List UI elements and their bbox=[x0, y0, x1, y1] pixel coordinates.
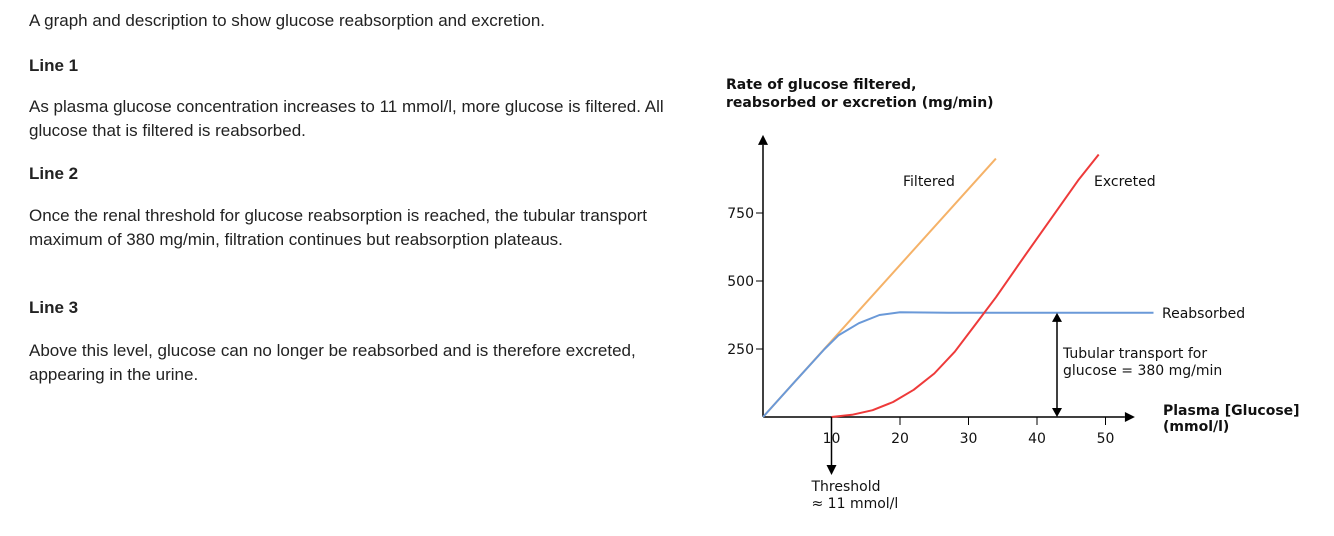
transport-arrow-down bbox=[1052, 408, 1062, 417]
y-tick-label: 250 bbox=[727, 342, 754, 358]
line-3-text: Above this level, glucose can no longer … bbox=[29, 341, 636, 384]
line-1-text: As plasma glucose concentration increase… bbox=[29, 97, 664, 140]
y-axis-arrow bbox=[758, 134, 768, 145]
series-label-filtered: Filtered bbox=[903, 174, 955, 190]
x-axis-arrow bbox=[1124, 412, 1135, 422]
threshold-label: Threshold bbox=[811, 479, 881, 495]
transport-value: glucose = 380 mg/min bbox=[1063, 363, 1222, 379]
intro-text: A graph and description to show glucose … bbox=[29, 11, 545, 30]
x-tick-label: 20 bbox=[891, 431, 909, 447]
threshold-arrow bbox=[826, 465, 837, 475]
x-axis-label-line-2: (mmol/l) bbox=[1163, 419, 1229, 435]
series-line-reabsorbed bbox=[762, 311, 1154, 418]
series-label-excreted: Excreted bbox=[1094, 174, 1156, 190]
transport-label: Tubular transport for bbox=[1062, 346, 1207, 362]
y-axis-label-line-2: reabsorbed or excretion (mg/min) bbox=[726, 95, 994, 111]
line-2-text: Once the renal threshold for glucose rea… bbox=[29, 206, 648, 249]
y-tick-label: 500 bbox=[727, 274, 754, 290]
series-label-reabsorbed: Reabsorbed bbox=[1162, 306, 1245, 322]
threshold-value: ≈ 11 mmol/l bbox=[812, 496, 899, 512]
y-tick-label: 750 bbox=[727, 206, 754, 222]
x-axis-label-line-1: Plasma [Glucose] bbox=[1163, 403, 1300, 419]
transport-arrow-up bbox=[1052, 312, 1062, 322]
line-1-heading: Line 1 bbox=[29, 56, 79, 75]
x-tick-label: 40 bbox=[1028, 431, 1046, 447]
line-2-heading: Line 2 bbox=[29, 164, 79, 183]
x-tick-label: 30 bbox=[960, 431, 978, 447]
x-tick-label: 50 bbox=[1097, 431, 1115, 447]
y-axis-label-line-1: Rate of glucose filtered, bbox=[726, 77, 916, 93]
series-line-excreted bbox=[831, 153, 1100, 418]
line-3-heading: Line 3 bbox=[29, 298, 79, 317]
